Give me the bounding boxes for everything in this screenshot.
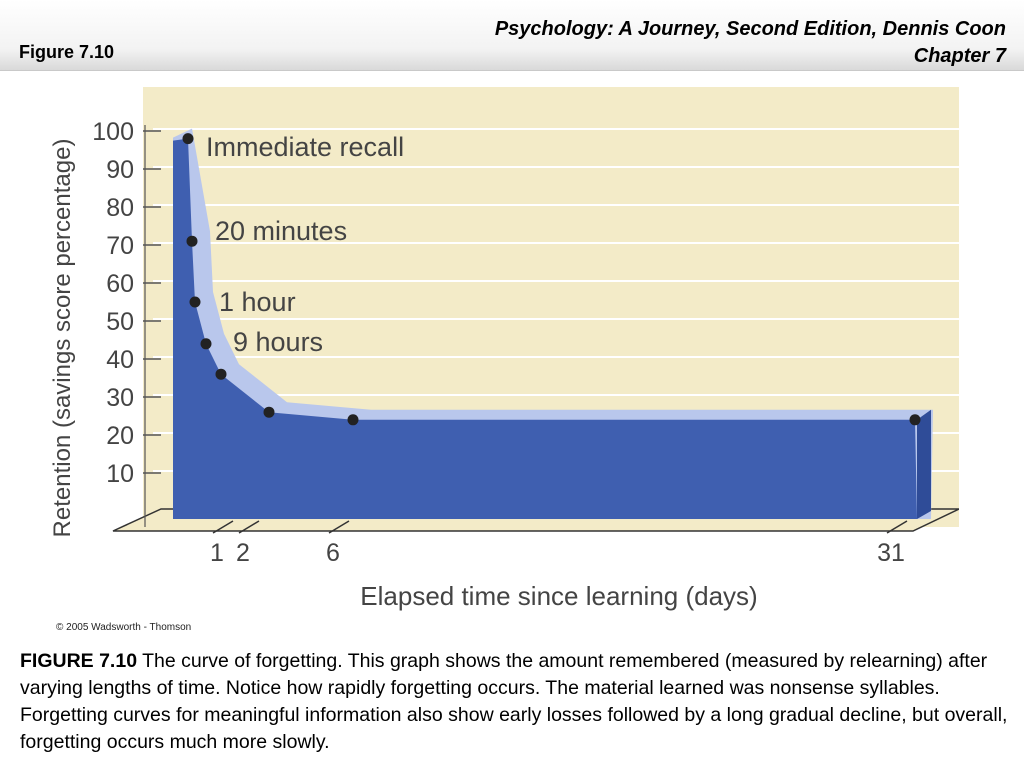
y-tick-label: 40 — [106, 346, 134, 374]
point-label: 9 hours — [233, 327, 323, 357]
figure-caption: FIGURE 7.10 The curve of forgetting. Thi… — [20, 648, 1010, 756]
point-label: 1 hour — [219, 287, 296, 317]
point-labels: Immediate recall 20 minutes 1 hour 9 hours — [206, 132, 404, 357]
caption-lead: FIGURE 7.10 — [20, 650, 138, 672]
x-axis-label: Elapsed time since learning (days) — [360, 581, 757, 611]
data-points — [182, 133, 921, 426]
chart-panel: 100 90 80 70 60 50 40 30 20 10 1 2 6 31 Immediate re… — [43, 87, 959, 639]
chapter-label: Chapter 7 — [913, 45, 1006, 67]
retention-area — [173, 128, 933, 519]
y-tick-label: 20 — [106, 422, 134, 450]
book-title-block: Psychology: A Journey, Second Edition, D… — [495, 16, 1006, 70]
point-label: Immediate recall — [206, 132, 404, 162]
forgetting-curve-chart: 100 90 80 70 60 50 40 30 20 10 1 2 6 31 Immediate re… — [49, 87, 959, 633]
x-tick-label: 31 — [877, 539, 905, 567]
y-tick-label: 90 — [106, 156, 134, 184]
data-point — [200, 338, 212, 350]
header-band — [0, 0, 1024, 71]
x-tick-label: 6 — [326, 539, 340, 567]
point-label: 20 minutes — [215, 216, 347, 246]
gridlines — [153, 128, 959, 472]
x-tick-mark — [212, 520, 234, 534]
x-tick-label: 1 — [210, 539, 224, 567]
figure-label: Figure 7.10 — [19, 42, 115, 62]
y-tick-label: 70 — [106, 232, 134, 260]
y-tick-label: 10 — [106, 460, 134, 488]
x-axis-ticks: 1 2 6 31 — [210, 520, 908, 567]
x-tick-mark — [886, 520, 908, 534]
x-tick-mark — [238, 520, 260, 534]
copyright-notice: © 2005 Wadsworth - Thomson — [56, 622, 191, 633]
y-tick-label: 50 — [106, 308, 134, 336]
caption-text: The curve of forgetting. This graph show… — [20, 650, 1008, 753]
book-title: Psychology: A Journey, Second Edition, D… — [494, 18, 1006, 40]
data-point — [347, 414, 359, 426]
x-tick-label: 2 — [236, 539, 250, 567]
data-point — [263, 406, 275, 418]
data-point — [186, 235, 198, 247]
y-tick-label: 100 — [92, 118, 134, 146]
y-tick-label: 30 — [106, 384, 134, 412]
area-side-face — [917, 409, 931, 519]
x-tick-mark — [328, 520, 350, 534]
area-front-face — [173, 138, 917, 519]
data-point — [909, 414, 921, 426]
data-point — [182, 133, 194, 145]
data-point — [189, 296, 201, 308]
y-tick-label: 80 — [106, 194, 134, 222]
data-point — [215, 368, 227, 380]
y-axis-label: Retention (savings score percentage) — [49, 139, 76, 538]
y-tick-label: 60 — [106, 270, 134, 298]
y-axis-ticks: 100 90 80 70 60 50 40 30 20 10 — [92, 118, 161, 488]
